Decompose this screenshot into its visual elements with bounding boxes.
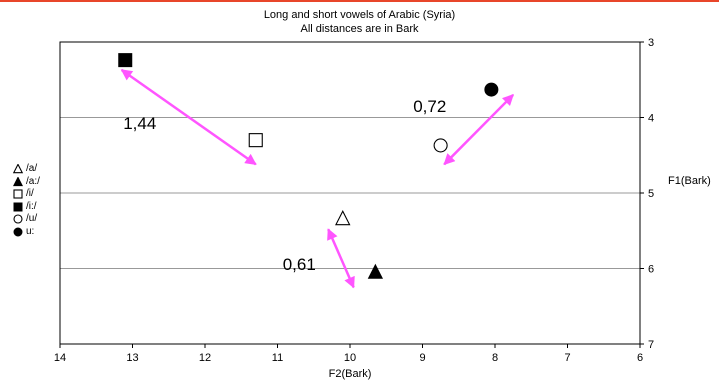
legend-label: u: xyxy=(26,225,35,237)
legend-label: /a/ xyxy=(26,163,38,174)
y-axis-label: F1(Bark) xyxy=(668,175,711,187)
distance-label: 0,72 xyxy=(413,97,446,116)
legend-item: /a/ xyxy=(13,163,40,176)
legend-label: /i/ xyxy=(26,188,34,199)
data-point-open-circle xyxy=(433,138,448,153)
legend-item: /u/ xyxy=(13,213,40,226)
y-tick-label: 6 xyxy=(648,264,654,276)
distance-arrow xyxy=(443,93,515,166)
legend-marker-icon xyxy=(13,164,23,174)
data-point-filled-circle xyxy=(484,82,499,97)
legend-item: /a:/ xyxy=(13,176,40,189)
legend-marker-icon xyxy=(13,214,23,224)
y-tick-label: 4 xyxy=(648,113,654,125)
legend-item: /i:/ xyxy=(13,201,40,214)
x-tick-label: 9 xyxy=(419,352,425,364)
legend-marker-shape xyxy=(13,214,23,224)
distance-label: 0,61 xyxy=(283,255,316,274)
legend-label: /u/ xyxy=(26,213,38,224)
chart-legend: /a//a://i//i://u/u: xyxy=(13,163,40,238)
legend-label: /a:/ xyxy=(26,175,40,187)
legend-marker-shape xyxy=(13,189,23,199)
data-point-filled-triangle xyxy=(367,263,384,279)
legend-marker-shape xyxy=(13,202,23,212)
legend-item: u: xyxy=(13,226,40,239)
legend-marker-icon xyxy=(13,176,23,186)
top-accent-rule xyxy=(0,0,719,2)
x-tick-label: 7 xyxy=(564,352,570,364)
data-point-filled-square xyxy=(118,53,133,68)
chart-subtitle: All distances are in Bark xyxy=(300,23,419,35)
legend-marker-shape xyxy=(13,227,23,237)
data-point-open-square xyxy=(248,133,263,148)
legend-item: /i/ xyxy=(13,188,40,201)
chart-title: Long and short vowels of Arabic (Syria) xyxy=(263,9,456,21)
legend-marker-icon xyxy=(13,202,23,212)
legend-marker-icon xyxy=(13,227,23,237)
x-tick-label: 12 xyxy=(199,352,211,364)
legend-marker-shape xyxy=(13,164,23,174)
x-tick-label: 8 xyxy=(492,352,498,364)
distance-label: 1,44 xyxy=(123,114,156,133)
data-point-open-triangle xyxy=(335,209,351,226)
legend-marker-shape xyxy=(13,176,23,186)
x-axis-label: F2(Bark) xyxy=(329,368,372,380)
x-tick-label: 6 xyxy=(637,352,643,364)
y-tick-label: 3 xyxy=(648,37,654,49)
y-tick-label: 7 xyxy=(648,339,654,351)
y-tick-label: 5 xyxy=(648,188,654,200)
legend-marker-icon xyxy=(13,189,23,199)
distance-arrow xyxy=(120,68,257,166)
chart-title-block: Long and short vowels of Arabic (Syria) … xyxy=(0,8,719,36)
legend-label: /i:/ xyxy=(26,200,37,212)
x-tick-label: 11 xyxy=(272,352,283,364)
x-tick-label: 10 xyxy=(344,352,356,364)
x-tick-label: 14 xyxy=(54,352,66,364)
x-tick-label: 13 xyxy=(126,352,138,364)
distance-arrow xyxy=(327,228,355,289)
